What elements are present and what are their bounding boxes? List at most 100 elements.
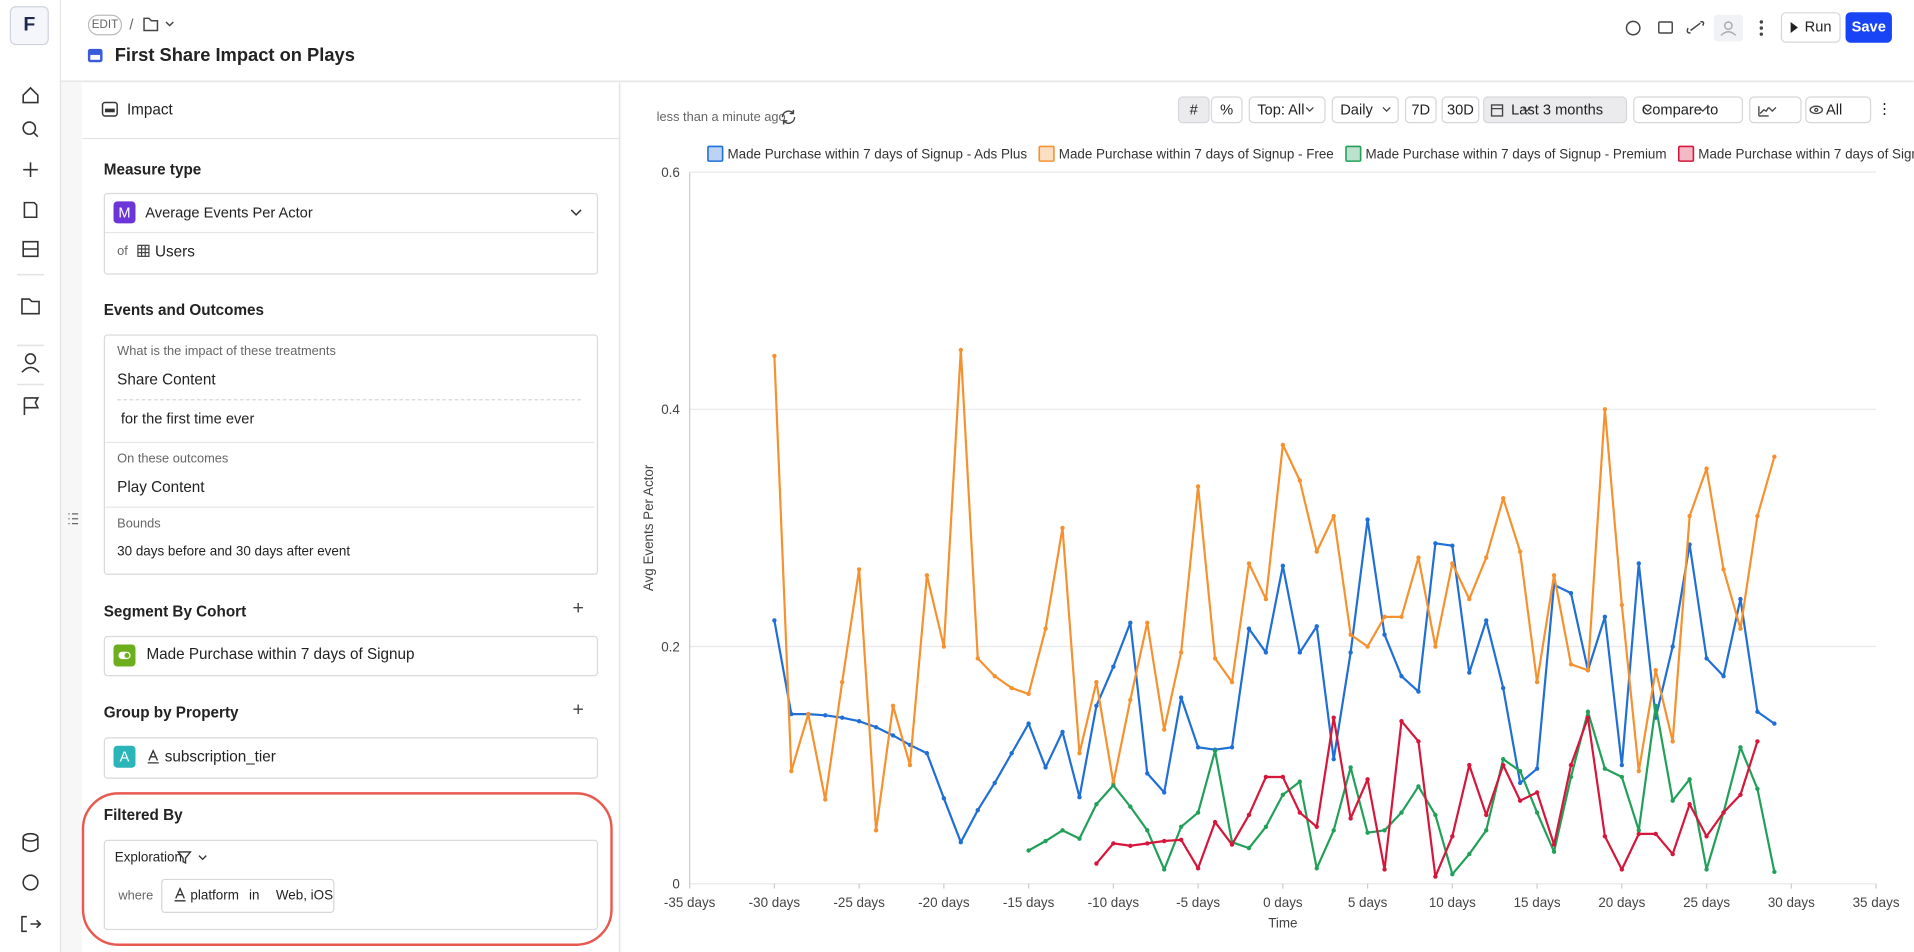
divider: [104, 231, 595, 234]
segment-card[interactable]: [103, 635, 599, 677]
x-tick-label: -15 days: [1003, 895, 1055, 910]
data-point: [1297, 650, 1302, 655]
data-point: [1145, 620, 1150, 625]
chart-type-button[interactable]: [1749, 96, 1802, 124]
visibility-button[interactable]: All: [1805, 96, 1872, 124]
bounds-value[interactable]: 30 days before and 30 days after event: [117, 544, 351, 560]
where-label: where: [118, 888, 154, 904]
filter-scope-icons[interactable]: [176, 851, 211, 866]
x-tick-label: 15 days: [1514, 895, 1561, 910]
data-point: [1602, 766, 1608, 771]
measure-label: Measure type: [103, 161, 202, 179]
x-tick-label: -10 days: [1088, 895, 1140, 910]
measure-card[interactable]: [103, 192, 599, 275]
help-button[interactable]: [1625, 20, 1641, 36]
data-point: [1060, 729, 1065, 735]
data-point: [992, 673, 997, 679]
data-point: [1450, 543, 1455, 548]
search-icon[interactable]: [22, 121, 37, 136]
bounds-label: Bounds: [117, 516, 161, 531]
legend-label: Made Purchase within 7 days of Signup - …: [1059, 147, 1334, 162]
data-point: [839, 679, 845, 685]
data-point: [1704, 834, 1709, 839]
data-point: [1433, 812, 1438, 818]
data-point: [1212, 748, 1218, 754]
interval-label: Daily: [1340, 101, 1373, 119]
data-point: [839, 715, 845, 720]
data-point: [823, 797, 828, 802]
data-point: [1653, 668, 1658, 673]
data-point: [1568, 662, 1574, 667]
user-icon[interactable]: [24, 353, 37, 365]
home-icon[interactable]: [22, 86, 39, 104]
data-point: [890, 733, 896, 738]
edit-pill[interactable]: EDIT: [87, 14, 123, 36]
data-point: [1111, 664, 1116, 669]
more-button[interactable]: ⋮: [1873, 96, 1896, 124]
filter-property: platform: [190, 888, 239, 904]
filter-operator: in: [249, 888, 260, 904]
measure-badge: M: [113, 201, 136, 224]
flag-icon[interactable]: [23, 397, 40, 416]
data-point: [873, 828, 879, 833]
logout-icon[interactable]: [21, 915, 42, 933]
data-point: [1670, 851, 1675, 857]
data-point: [1585, 668, 1591, 673]
add-icon[interactable]: [23, 162, 38, 177]
data-icon[interactable]: [22, 832, 39, 842]
compare-button[interactable]: Compare to: [1633, 96, 1744, 124]
data-point: [1500, 496, 1506, 501]
collapse-toggle[interactable]: [67, 511, 79, 526]
data-point: [1094, 679, 1099, 685]
range-7d-button[interactable]: 7D: [1404, 96, 1437, 124]
report-icon[interactable]: [23, 201, 38, 219]
data-point: [1009, 751, 1014, 756]
x-tick-label: 20 days: [1598, 895, 1645, 910]
number-mode-button[interactable]: #: [1177, 96, 1210, 124]
data-point: [1399, 810, 1404, 815]
refresh-button[interactable]: [779, 107, 799, 127]
group-card[interactable]: [103, 737, 599, 779]
outcome-event[interactable]: Play Content: [117, 478, 205, 496]
link-button[interactable]: [1686, 21, 1705, 34]
add-segment[interactable]: +: [572, 598, 584, 619]
impact-icon: [101, 101, 118, 117]
data-point: [1365, 830, 1370, 835]
comment-button[interactable]: [1658, 21, 1673, 34]
share-button[interactable]: [1713, 14, 1744, 42]
logo[interactable]: F: [9, 6, 49, 46]
dropdown-caret[interactable]: [570, 208, 582, 218]
folder-icon[interactable]: [21, 298, 40, 315]
table-icon: [137, 244, 150, 257]
data-point: [1670, 739, 1675, 744]
data-point: [1517, 798, 1523, 803]
filter-chip[interactable]: [161, 878, 335, 914]
save-button[interactable]: Save: [1845, 12, 1892, 43]
interval-button[interactable]: Daily: [1331, 96, 1399, 124]
board-icon[interactable]: [22, 240, 39, 258]
filter-scope[interactable]: Exploration: [114, 850, 182, 866]
range-30d-button[interactable]: 30D: [1441, 96, 1480, 124]
events-card: [103, 334, 599, 575]
data-point: [1314, 866, 1319, 871]
data-point: [1348, 816, 1353, 821]
treatment-qualifier[interactable]: for the first time ever: [120, 410, 255, 428]
data-point: [1467, 670, 1472, 675]
data-point: [1297, 478, 1302, 483]
nav-rail: [0, 0, 62, 952]
data-point: [1399, 719, 1404, 724]
data-point: [1433, 541, 1438, 546]
help-icon[interactable]: [22, 874, 39, 891]
data-point: [1755, 709, 1760, 714]
measure-entity: Users: [155, 242, 195, 260]
data-point: [1145, 771, 1150, 776]
folder-menu[interactable]: [142, 16, 181, 33]
range-button[interactable]: Last 3 months: [1483, 96, 1628, 124]
events-label: Events and Outcomes: [103, 301, 265, 319]
treatment-event[interactable]: Share Content: [117, 371, 216, 389]
top-filter-button[interactable]: Top: All: [1248, 96, 1326, 124]
data-point: [941, 796, 947, 801]
add-group[interactable]: +: [572, 699, 584, 721]
data-point: [1111, 783, 1116, 788]
percent-mode-button[interactable]: %: [1210, 96, 1243, 124]
